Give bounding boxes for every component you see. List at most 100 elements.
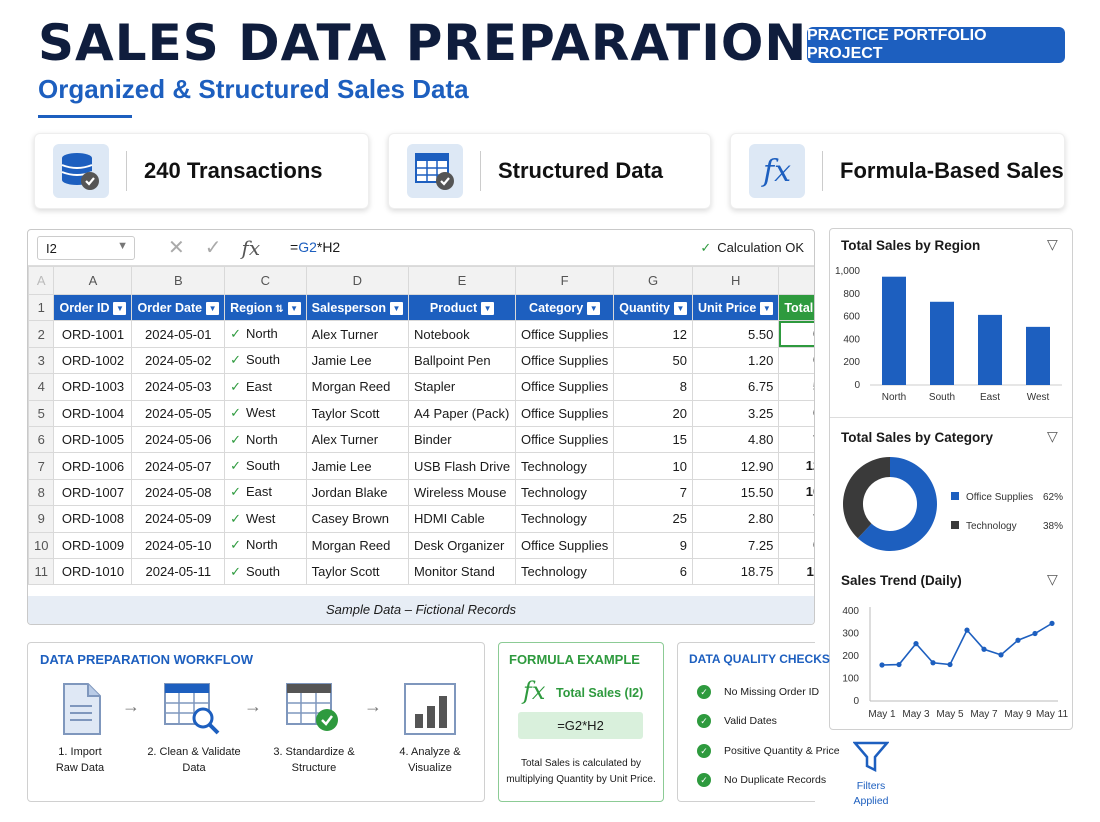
table-cell[interactable]: Technology	[515, 505, 615, 533]
bar-north[interactable]	[882, 276, 906, 385]
column-header[interactable]: Quantity ▼	[613, 293, 693, 322]
table-cell[interactable]: Morgan Reed	[305, 531, 409, 559]
table-cell[interactable]: ORD-1006	[53, 452, 133, 480]
column-letter-e[interactable]: E	[407, 266, 517, 295]
column-header[interactable]: Category ▼	[515, 293, 615, 322]
table-cell[interactable]: 4.80	[691, 425, 780, 454]
table-cell[interactable]: ✓ West	[224, 505, 307, 533]
row-number[interactable]: 6	[28, 425, 55, 454]
row-number[interactable]: 7	[28, 452, 55, 480]
table-cell[interactable]: 129.00✓	[778, 452, 814, 480]
column-letter-f[interactable]: F	[515, 266, 615, 295]
table-cell[interactable]: ORD-1009	[53, 531, 133, 559]
bar-west[interactable]	[1026, 326, 1050, 385]
table-cell[interactable]: 15	[613, 425, 693, 454]
column-header[interactable]: Order ID ▼	[53, 293, 133, 322]
table-cell[interactable]: 2024-05-01	[131, 320, 226, 348]
column-letter-d[interactable]: D	[305, 266, 409, 295]
table-cell[interactable]: Office Supplies	[515, 531, 615, 559]
table-cell[interactable]: 2024-05-06	[131, 425, 226, 454]
table-cell[interactable]: Morgan Reed	[305, 373, 409, 401]
column-header[interactable]: Region ⇅ ▼	[224, 293, 307, 322]
sort-icon[interactable]: ⇅	[272, 303, 284, 315]
table-cell[interactable]: 15.50	[691, 478, 780, 507]
table-cell[interactable]: ✓ West	[224, 399, 307, 427]
row-number[interactable]: 3	[28, 346, 55, 375]
table-cell[interactable]: Technology	[515, 452, 615, 480]
confirm-icon[interactable]: ✓	[204, 237, 222, 259]
fx-icon[interactable]: fx	[241, 235, 261, 260]
table-cell[interactable]: Jordan Blake	[305, 478, 409, 507]
table-cell[interactable]: 54.00✓	[778, 373, 814, 401]
donut-slice-1[interactable]	[843, 457, 890, 539]
table-cell[interactable]: ✓ North	[224, 531, 307, 559]
column-letter-a[interactable]: A	[53, 266, 133, 295]
table-cell[interactable]: Alex Turner	[305, 425, 409, 454]
table-cell[interactable]: 112.50✓	[778, 557, 814, 586]
table-cell[interactable]: Technology	[515, 557, 615, 586]
table-cell[interactable]: HDMI Cable	[407, 505, 517, 533]
table-cell[interactable]: Stapler	[407, 373, 517, 401]
table-cell[interactable]: 2024-05-05	[131, 399, 226, 427]
table-cell[interactable]: 2.80	[691, 505, 780, 533]
table-cell[interactable]: ORD-1008	[53, 505, 133, 533]
trend-point[interactable]	[981, 646, 987, 652]
donut-slice-0[interactable]	[857, 457, 937, 551]
trend-point[interactable]	[1032, 630, 1038, 637]
table-cell[interactable]: Technology	[515, 478, 615, 507]
filter-dropdown-icon[interactable]: ▼	[673, 301, 687, 315]
table-cell[interactable]: 1.20	[691, 346, 780, 375]
filter-dropdown-icon[interactable]: ▼	[587, 301, 601, 315]
table-cell[interactable]: 2024-05-08	[131, 478, 226, 507]
table-cell[interactable]: 10	[613, 452, 693, 480]
trend-point[interactable]	[964, 627, 970, 633]
table-cell[interactable]: 2024-05-09	[131, 505, 226, 533]
trend-point[interactable]	[998, 652, 1004, 658]
table-cell[interactable]: 3.25	[691, 399, 780, 427]
column-letter-b[interactable]: B	[131, 266, 226, 295]
table-cell[interactable]: ✓ South	[224, 557, 307, 586]
trend-point[interactable]	[1015, 637, 1021, 643]
table-cell[interactable]: 108.50✓	[778, 478, 814, 507]
trend-point[interactable]	[896, 661, 902, 668]
trend-point[interactable]	[913, 641, 919, 647]
column-header[interactable]: Product ▼	[407, 293, 517, 322]
table-cell[interactable]: Office Supplies	[515, 425, 615, 454]
table-cell[interactable]: Wireless Mouse	[407, 478, 517, 507]
trend-point[interactable]	[879, 662, 885, 668]
table-cell[interactable]: ORD-1003	[53, 373, 133, 401]
filter-dropdown-icon[interactable]: ▼	[760, 301, 774, 315]
filter-dropdown-icon[interactable]: ▼	[481, 301, 495, 315]
table-cell[interactable]: 5.50	[691, 320, 780, 348]
column-letter-h[interactable]: H	[691, 266, 780, 295]
table-cell[interactable]: ORD-1001	[53, 320, 133, 348]
bar-south[interactable]	[930, 301, 954, 385]
table-cell[interactable]: Jamie Lee	[305, 452, 409, 480]
table-cell[interactable]: 2024-05-02	[131, 346, 226, 375]
table-cell[interactable]: ORD-1007	[53, 478, 133, 507]
table-cell[interactable]: ORD-1002	[53, 346, 133, 375]
filter-icon[interactable]: ▽	[1047, 428, 1058, 444]
table-cell[interactable]: ORD-1005	[53, 425, 133, 454]
table-cell[interactable]: 12.90	[691, 452, 780, 480]
table-cell[interactable]: Office Supplies	[515, 373, 615, 401]
table-cell[interactable]: Alex Turner	[305, 320, 409, 348]
column-header[interactable]: Order Date ▼	[131, 293, 226, 322]
table-cell[interactable]: 70.00✓	[778, 505, 814, 533]
table-cell[interactable]: 7.25	[691, 531, 780, 559]
table-cell[interactable]: Monitor Stand	[407, 557, 517, 586]
table-cell[interactable]: 2024-05-11	[131, 557, 226, 586]
filter-icon[interactable]: ▽	[1047, 571, 1058, 587]
table-cell[interactable]: ✓ East	[224, 373, 307, 401]
table-cell[interactable]: 2024-05-07	[131, 452, 226, 480]
table-cell[interactable]: 6	[613, 557, 693, 586]
table-cell[interactable]: 65.25✓	[778, 531, 814, 559]
table-cell[interactable]: Office Supplies	[515, 320, 615, 348]
table-cell[interactable]: USB Flash Drive	[407, 452, 517, 480]
table-cell[interactable]: 20	[613, 399, 693, 427]
table-cell[interactable]: 7	[613, 478, 693, 507]
table-cell[interactable]: ✓ East	[224, 478, 307, 507]
trend-point[interactable]	[947, 661, 953, 668]
row-number[interactable]: 5	[28, 399, 55, 427]
table-cell[interactable]: A4 Paper (Pack)	[407, 399, 517, 427]
